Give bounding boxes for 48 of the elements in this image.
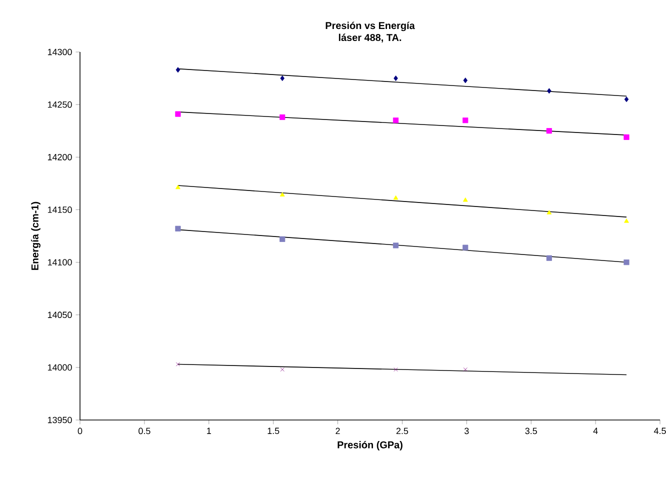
point bbox=[175, 111, 181, 117]
y-tick-label: 14300 bbox=[48, 48, 72, 56]
point bbox=[280, 368, 284, 372]
y-tick-label: 14200 bbox=[48, 154, 72, 160]
x-tick-label: 1.5 bbox=[268, 428, 280, 434]
point bbox=[392, 118, 399, 124]
x-axis-title: Presión (GPa) bbox=[338, 440, 402, 450]
point bbox=[393, 195, 398, 200]
y-axis-title: Energía (cm-1) bbox=[31, 202, 40, 270]
point bbox=[176, 67, 180, 73]
point bbox=[176, 184, 180, 190]
point bbox=[546, 255, 552, 261]
x-tick-label: 2.5 bbox=[396, 428, 408, 434]
point bbox=[463, 368, 468, 372]
point bbox=[546, 128, 552, 134]
chart-title: Presión vs Energía bbox=[326, 22, 415, 32]
point bbox=[280, 192, 285, 196]
point bbox=[462, 118, 468, 124]
point bbox=[463, 78, 468, 84]
point bbox=[546, 210, 552, 214]
y-tick-label: 14000 bbox=[48, 364, 72, 371]
point bbox=[176, 362, 180, 366]
point bbox=[624, 259, 630, 266]
x-tick-label: 3 bbox=[464, 428, 469, 434]
point bbox=[624, 218, 629, 223]
x-tick-label: 2 bbox=[336, 428, 340, 434]
point bbox=[392, 242, 399, 248]
x-tick-label: 3.5 bbox=[525, 428, 537, 434]
y-tick-label: 14150 bbox=[48, 206, 72, 213]
point bbox=[394, 368, 398, 372]
point bbox=[462, 244, 468, 250]
x-tick-label: 0.5 bbox=[138, 428, 150, 434]
y-tick-label: 14100 bbox=[48, 259, 72, 266]
x-tick-label: 4 bbox=[593, 428, 598, 434]
x-tick-label: 4.5 bbox=[654, 428, 666, 434]
point bbox=[280, 236, 286, 242]
y-tick-label: 14250 bbox=[48, 101, 72, 108]
x-tick-label: 0 bbox=[78, 428, 82, 434]
point bbox=[280, 114, 286, 120]
point bbox=[547, 88, 552, 94]
point bbox=[624, 96, 629, 102]
x-tick-label: 1 bbox=[207, 428, 211, 434]
chart-subtitle: láser 488, TA. bbox=[338, 34, 402, 43]
y-tick-label: 13950 bbox=[48, 416, 72, 424]
y-tick-label: 14050 bbox=[48, 312, 72, 318]
point bbox=[462, 197, 468, 202]
point bbox=[175, 226, 181, 232]
point bbox=[624, 134, 630, 140]
